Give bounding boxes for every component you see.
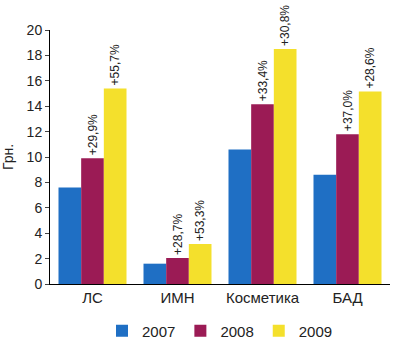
svg-text:0: 0 bbox=[34, 276, 42, 292]
svg-text:Грн.: Грн. bbox=[0, 144, 16, 170]
svg-text:+28,7%: +28,7% bbox=[171, 214, 185, 255]
svg-text:ЛС: ЛС bbox=[82, 289, 103, 306]
svg-text:+37,0%: +37,0% bbox=[341, 90, 355, 131]
svg-text:+53,3%: +53,3% bbox=[193, 200, 207, 241]
svg-text:14: 14 bbox=[27, 98, 43, 114]
svg-text:4: 4 bbox=[34, 225, 42, 241]
svg-text:+30,8%: +30,8% bbox=[278, 5, 292, 46]
svg-text:+33,4%: +33,4% bbox=[256, 60, 270, 101]
svg-text:2: 2 bbox=[34, 251, 42, 267]
svg-text:+55,7%: +55,7% bbox=[108, 44, 122, 85]
svg-text:+29,9%: +29,9% bbox=[86, 114, 100, 155]
svg-text:2009: 2009 bbox=[299, 323, 332, 340]
svg-text:2008: 2008 bbox=[220, 323, 253, 340]
svg-text:18: 18 bbox=[27, 47, 43, 63]
svg-text:12: 12 bbox=[27, 124, 43, 140]
svg-text:16: 16 bbox=[27, 73, 43, 89]
svg-text:8: 8 bbox=[34, 174, 42, 190]
svg-text:+28,6%: +28,6% bbox=[363, 47, 377, 88]
svg-text:10: 10 bbox=[27, 149, 43, 165]
svg-text:ИМН: ИМН bbox=[160, 289, 194, 306]
svg-text:Косметика: Косметика bbox=[226, 289, 300, 306]
svg-text:2007: 2007 bbox=[142, 323, 175, 340]
svg-text:20: 20 bbox=[27, 22, 43, 38]
svg-text:6: 6 bbox=[34, 200, 42, 216]
svg-text:БАД: БАД bbox=[332, 289, 362, 306]
